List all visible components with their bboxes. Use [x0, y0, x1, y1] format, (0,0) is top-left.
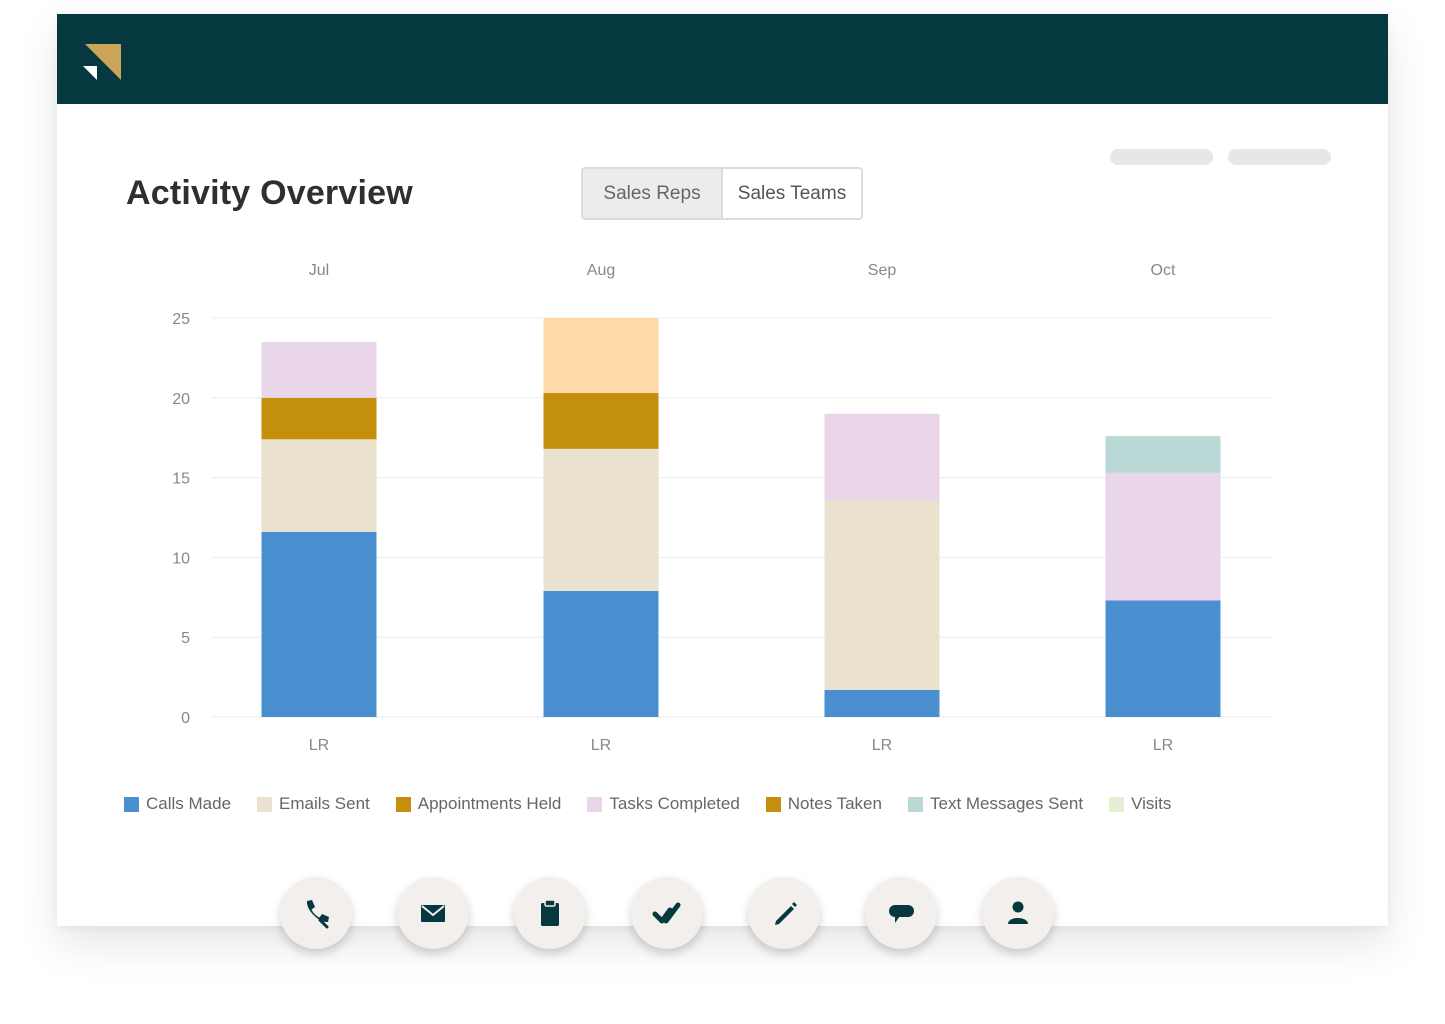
y-tick-label: 20	[172, 391, 190, 408]
x-tick-label: LR	[1153, 737, 1173, 754]
month-label: Aug	[587, 262, 615, 279]
sales-teams-tab[interactable]: Sales Teams	[723, 169, 861, 218]
x-tick-label: LR	[872, 737, 892, 754]
y-tick-label: 5	[181, 630, 190, 647]
check-icon	[652, 902, 681, 924]
legend-swatch	[587, 796, 603, 812]
person-icon	[1008, 901, 1028, 924]
brand-logo	[83, 44, 121, 80]
y-tick-label: 15	[172, 471, 190, 488]
legend-item[interactable]: Tasks Completed	[587, 794, 740, 814]
call-action-button[interactable]	[280, 877, 352, 949]
legend-swatch	[907, 796, 923, 812]
view-toggle: Sales Reps Sales Teams	[581, 167, 863, 220]
y-tick-label: 25	[172, 311, 190, 328]
legend-label: Appointments Held	[417, 794, 562, 813]
bar-segment	[1105, 600, 1221, 717]
bar-segment	[543, 448, 659, 591]
phone-icon	[306, 900, 329, 929]
top-bar	[57, 14, 1388, 104]
bar-segment	[824, 499, 940, 690]
x-tick-label: LR	[309, 737, 329, 754]
placeholder-control[interactable]	[1110, 149, 1213, 165]
month-label: Jul	[309, 262, 329, 279]
email-action-button[interactable]	[397, 877, 469, 949]
bar-segment	[261, 531, 377, 717]
legend-label: Notes Taken	[787, 794, 882, 813]
legend-swatch	[1109, 796, 1125, 812]
sales-reps-tab[interactable]: Sales Reps	[583, 169, 723, 218]
month-label: Oct	[1151, 262, 1176, 279]
month-label: Sep	[868, 262, 897, 279]
bar-segment	[1105, 436, 1221, 473]
bar-segment	[543, 318, 659, 394]
chart-legend: Calls Made Emails Sent Appointments Held Ta…	[124, 794, 1197, 814]
page-title: Activity Overview	[126, 174, 413, 212]
bar-segment	[261, 341, 377, 398]
legend-item[interactable]: Emails Sent	[257, 794, 370, 814]
legend-item[interactable]: Appointments Held	[395, 794, 562, 814]
legend-item[interactable]: Text Messages Sent	[907, 794, 1084, 814]
clipboard-icon	[541, 899, 559, 926]
bar-segment	[824, 689, 940, 717]
y-tick-label: 0	[181, 710, 190, 727]
appointment-action-button[interactable]	[514, 877, 586, 949]
bar-segment	[261, 397, 377, 440]
bar-segment	[261, 439, 377, 532]
legend-label: Text Messages Sent	[929, 794, 1084, 813]
legend-swatch	[765, 796, 781, 812]
legend-swatch	[395, 796, 411, 812]
legend-label: Emails Sent	[279, 794, 370, 813]
bar-segment	[1105, 472, 1221, 601]
legend-swatch	[257, 796, 273, 812]
bar-segment	[543, 393, 659, 449]
x-tick-label: LR	[591, 737, 611, 754]
legend-item[interactable]: Calls Made	[124, 794, 231, 814]
legend-item[interactable]: Notes Taken	[765, 794, 882, 814]
legend-item[interactable]: Visits	[1109, 794, 1171, 814]
note-action-button[interactable]	[748, 877, 820, 949]
quick-actions	[280, 877, 1099, 949]
task-action-button[interactable]	[631, 877, 703, 949]
visit-action-button[interactable]	[982, 877, 1054, 949]
bar-segment	[824, 413, 940, 500]
y-tick-label: 10	[172, 550, 190, 567]
legend-label: Tasks Completed	[609, 794, 740, 813]
pencil-icon	[775, 902, 797, 925]
legend-label: Visits	[1131, 794, 1172, 813]
chat-icon	[889, 905, 914, 923]
placeholder-control[interactable]	[1228, 149, 1331, 165]
activity-chart: 0 5 10 15 20 25 Jul Aug Sep Oct LR LR LR LR	[172, 262, 1272, 754]
text-message-action-button[interactable]	[865, 877, 937, 949]
mail-icon	[421, 905, 445, 922]
legend-label: Calls Made	[146, 794, 232, 813]
legend-swatch	[124, 796, 139, 812]
bar-segment	[543, 590, 659, 717]
